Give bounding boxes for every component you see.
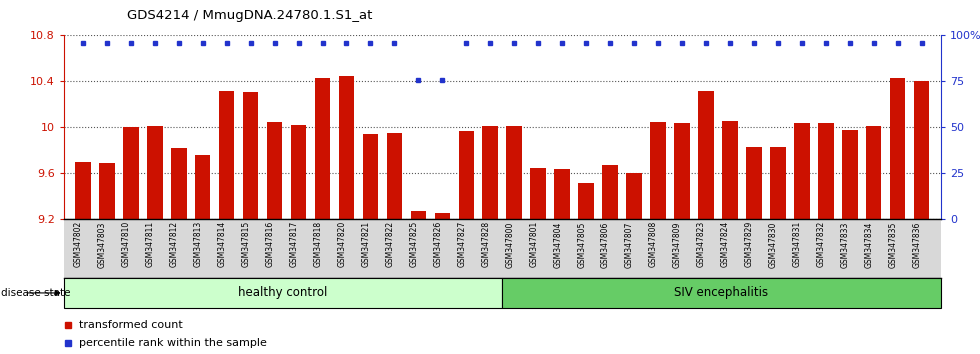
Text: GSM347825: GSM347825 bbox=[410, 221, 418, 268]
Text: GSM347805: GSM347805 bbox=[577, 221, 586, 268]
Bar bbox=[315, 78, 330, 219]
Bar bbox=[626, 173, 642, 219]
Text: GSM347836: GSM347836 bbox=[912, 221, 921, 268]
Bar bbox=[866, 126, 881, 219]
Text: transformed count: transformed count bbox=[79, 320, 183, 330]
Bar bbox=[698, 91, 713, 219]
Text: GSM347813: GSM347813 bbox=[194, 221, 203, 268]
Bar bbox=[411, 211, 426, 219]
Text: GSM347807: GSM347807 bbox=[625, 221, 634, 268]
Bar bbox=[363, 135, 378, 219]
Bar bbox=[99, 163, 115, 219]
Bar bbox=[794, 123, 809, 219]
Text: GSM347824: GSM347824 bbox=[721, 221, 730, 268]
Text: GSM347821: GSM347821 bbox=[362, 221, 370, 267]
Bar bbox=[459, 131, 474, 219]
Bar bbox=[913, 81, 929, 219]
Text: GSM347803: GSM347803 bbox=[98, 221, 107, 268]
Text: GSM347817: GSM347817 bbox=[289, 221, 299, 268]
Text: GSM347812: GSM347812 bbox=[170, 221, 178, 267]
Text: GSM347829: GSM347829 bbox=[745, 221, 754, 268]
Text: healthy control: healthy control bbox=[238, 286, 327, 299]
Bar bbox=[434, 212, 450, 219]
Bar bbox=[674, 123, 690, 219]
Text: GDS4214 / MmugDNA.24780.1.S1_at: GDS4214 / MmugDNA.24780.1.S1_at bbox=[127, 9, 372, 22]
Bar bbox=[195, 155, 211, 219]
Bar bbox=[507, 126, 522, 219]
Bar bbox=[291, 125, 307, 219]
Bar bbox=[387, 133, 402, 219]
Bar bbox=[722, 120, 738, 219]
Bar bbox=[530, 168, 546, 219]
Text: GSM347822: GSM347822 bbox=[385, 221, 394, 267]
FancyBboxPatch shape bbox=[64, 278, 502, 308]
Bar bbox=[818, 123, 834, 219]
Bar bbox=[770, 147, 786, 219]
Text: GSM347814: GSM347814 bbox=[218, 221, 226, 268]
Text: GSM347833: GSM347833 bbox=[841, 221, 850, 268]
Text: GSM347815: GSM347815 bbox=[242, 221, 251, 268]
Text: GSM347816: GSM347816 bbox=[266, 221, 274, 268]
Bar bbox=[171, 148, 186, 219]
Text: GSM347827: GSM347827 bbox=[458, 221, 466, 268]
Text: GSM347804: GSM347804 bbox=[553, 221, 563, 268]
Bar bbox=[339, 76, 354, 219]
Text: GSM347800: GSM347800 bbox=[506, 221, 514, 268]
Bar bbox=[147, 126, 163, 219]
Bar bbox=[842, 130, 858, 219]
Bar bbox=[578, 183, 594, 219]
Bar bbox=[123, 127, 138, 219]
Bar bbox=[75, 162, 91, 219]
Bar bbox=[219, 91, 234, 219]
Text: GSM347823: GSM347823 bbox=[697, 221, 706, 268]
Bar bbox=[243, 92, 259, 219]
Text: GSM347820: GSM347820 bbox=[337, 221, 347, 268]
Text: GSM347832: GSM347832 bbox=[816, 221, 826, 268]
Bar bbox=[651, 122, 665, 219]
Text: GSM347828: GSM347828 bbox=[481, 221, 490, 267]
Bar bbox=[267, 122, 282, 219]
Bar bbox=[555, 169, 570, 219]
Text: GSM347831: GSM347831 bbox=[793, 221, 802, 268]
Text: SIV encephalitis: SIV encephalitis bbox=[674, 286, 768, 299]
Bar bbox=[746, 147, 761, 219]
Text: disease state: disease state bbox=[1, 288, 71, 298]
Bar bbox=[482, 126, 498, 219]
Text: GSM347809: GSM347809 bbox=[673, 221, 682, 268]
Text: GSM347830: GSM347830 bbox=[769, 221, 778, 268]
Text: GSM347818: GSM347818 bbox=[314, 221, 322, 267]
Bar bbox=[890, 78, 906, 219]
Text: GSM347801: GSM347801 bbox=[529, 221, 538, 268]
Text: GSM347810: GSM347810 bbox=[122, 221, 130, 268]
Text: GSM347834: GSM347834 bbox=[864, 221, 874, 268]
Text: GSM347806: GSM347806 bbox=[601, 221, 611, 268]
Text: GSM347802: GSM347802 bbox=[74, 221, 83, 268]
Text: GSM347808: GSM347808 bbox=[649, 221, 658, 268]
Text: GSM347826: GSM347826 bbox=[433, 221, 442, 268]
Text: percentile rank within the sample: percentile rank within the sample bbox=[79, 338, 268, 348]
Text: GSM347811: GSM347811 bbox=[146, 221, 155, 267]
FancyBboxPatch shape bbox=[502, 278, 941, 308]
Bar bbox=[603, 165, 617, 219]
Text: GSM347835: GSM347835 bbox=[889, 221, 898, 268]
